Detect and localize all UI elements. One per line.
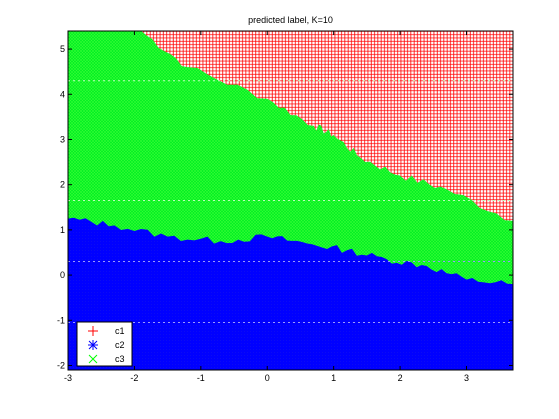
legend-label-c3: c3 [115,354,125,364]
y-tick-label: 4 [60,89,65,99]
legend-label-c1: c1 [115,326,125,336]
legend-label-c2: c2 [115,340,125,350]
y-tick-label: -1 [57,315,65,325]
y-tick-label: -2 [57,360,65,370]
legend-box [76,321,133,367]
x-tick-label: -1 [197,373,205,383]
x-tick-label: 1 [331,373,336,383]
legend-marker-c2 [88,340,98,350]
y-tick-label: 1 [60,225,65,235]
y-tick-label: 2 [60,180,65,190]
x-tick-label: -2 [130,373,138,383]
x-tick-label: 0 [265,373,270,383]
y-tick-label: 5 [60,44,65,54]
legend-marker-c3 [88,354,98,364]
x-tick-label: -3 [64,373,72,383]
legend-marker-c1 [88,326,98,336]
chart-title: predicted label, K=10 [248,15,333,25]
axes-box [67,30,514,371]
y-tick-label: 0 [60,270,65,280]
x-tick-label: 3 [464,373,469,383]
x-tick-label: 2 [398,373,403,383]
region-c2 [68,217,513,370]
y-tick-label: 3 [60,134,65,144]
